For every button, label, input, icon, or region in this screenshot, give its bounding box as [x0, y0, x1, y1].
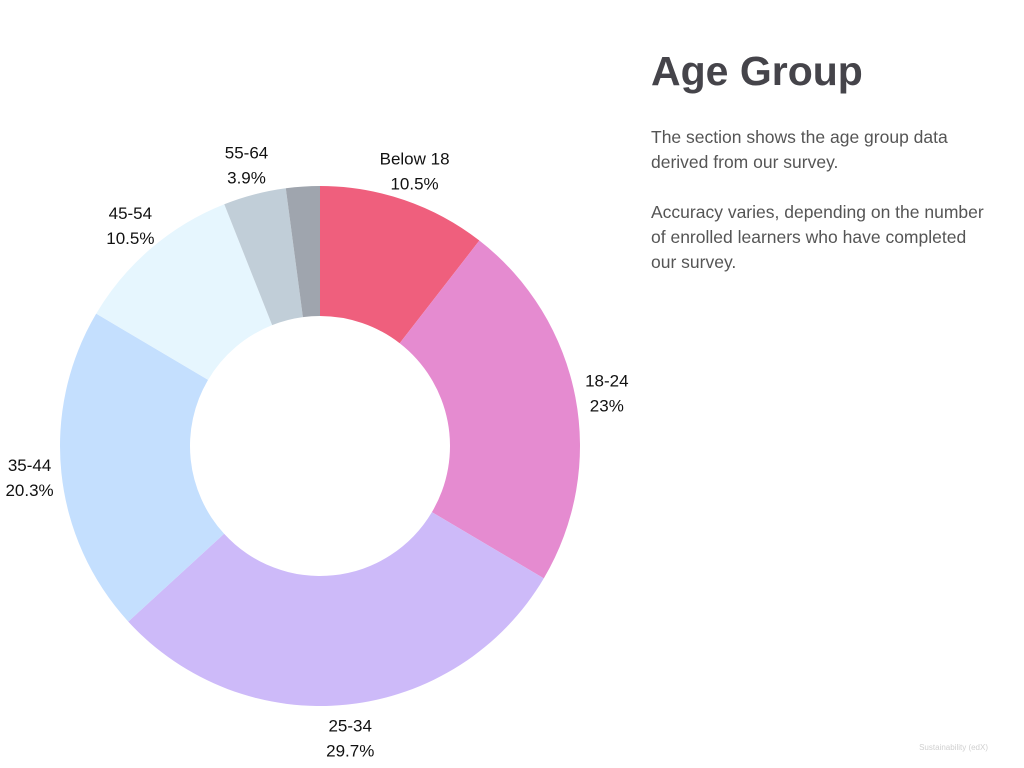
slice-18-24 — [399, 240, 580, 579]
slice-label-25-34: 25-34 29.7% — [326, 716, 374, 760]
slice-label-55-64: 55-64 3.9% — [225, 143, 268, 187]
slice-category-label: 45-54 — [109, 204, 152, 223]
slice-label-35-44: 35-44 20.3% — [5, 456, 53, 500]
slice-value-label: 10.5% — [390, 175, 438, 194]
slice-35-44 — [60, 313, 225, 622]
slice-label-45-54: 45-54 10.5% — [106, 204, 154, 248]
slice-value-label: 10.5% — [106, 229, 154, 248]
slice-25-34 — [128, 512, 544, 707]
chart-labels: Below 18 10.5% 18-24 23% 25-34 29.7% 35-44 20.3… — [5, 143, 628, 760]
chart-slices — [60, 186, 580, 707]
slice-value-label: 20.3% — [5, 481, 53, 500]
slice-value-label: 29.7% — [326, 741, 374, 760]
footer-caption: Sustainability (edX) — [919, 743, 988, 752]
slice-label-below-18: Below 18 10.5% — [380, 150, 450, 194]
description-paragraph-1: The section shows the age group data der… — [651, 127, 948, 173]
slice-55-64 — [224, 188, 303, 326]
slice-value-label: 3.9% — [227, 168, 266, 187]
slice-category-label: 35-44 — [8, 456, 51, 475]
slice-value-label: 23% — [590, 396, 624, 415]
slice-below-18 — [320, 186, 480, 344]
slice-category-label: Below 18 — [380, 150, 450, 169]
slice-other-6 — [285, 186, 320, 318]
description-paragraph-2: Accuracy varies, depending on the number… — [651, 202, 984, 273]
slice-category-label: 18-24 — [585, 371, 628, 390]
slice-45-54 — [96, 204, 273, 380]
page-title: Age Group — [651, 48, 863, 94]
slice-category-label: 55-64 — [225, 143, 268, 162]
info-panel: Age Group The section shows the age grou… — [651, 48, 996, 275]
slice-category-label: 25-34 — [328, 716, 371, 735]
slice-label-18-24: 18-24 23% — [585, 371, 628, 415]
